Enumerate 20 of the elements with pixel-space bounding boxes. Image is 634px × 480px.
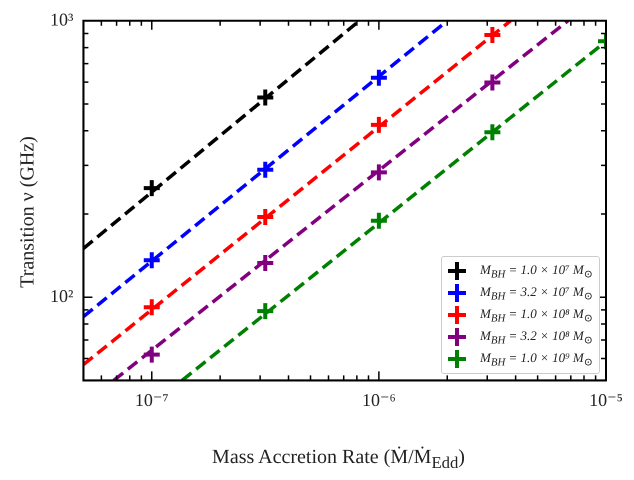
y-tick-label: 10²: [50, 286, 74, 306]
x-tick-label: 10⁻⁵: [589, 390, 623, 410]
point: [142, 178, 162, 198]
legend-label: M$_{BH}$ = 3.2 × 10⁸ M$_{⊙}$: [480, 328, 593, 347]
legend-label: M$_{BH}$ = 3.2 × 10⁷ M$_{⊙}$: [480, 284, 593, 303]
point: [368, 68, 389, 88]
y-tick-label: 10³: [50, 10, 74, 30]
legend-label: M$_{BH}$ = 1.0 × 10⁸ M$_{⊙}$: [480, 306, 593, 325]
point: [142, 297, 162, 318]
legend-label: M$_{BH}$ = 1.0 × 10⁹ M$_{⊙}$: [480, 350, 593, 369]
point: [368, 114, 389, 135]
point: [142, 250, 162, 270]
point: [142, 344, 162, 365]
x-tick-label: 10⁻⁷: [134, 390, 169, 410]
point: [255, 160, 276, 180]
legend-label: M$_{BH}$ = 1.0 × 10⁷ M$_{⊙}$: [480, 262, 593, 281]
x-tick-label: 10⁻⁶: [362, 390, 396, 410]
x-axis-title: Mass Accretion Rate (Ṁ/Ṁ$_{Edd}$): [211, 446, 466, 473]
y-axis-title: Transition ν (GHz): [16, 136, 40, 288]
point: [368, 162, 389, 182]
